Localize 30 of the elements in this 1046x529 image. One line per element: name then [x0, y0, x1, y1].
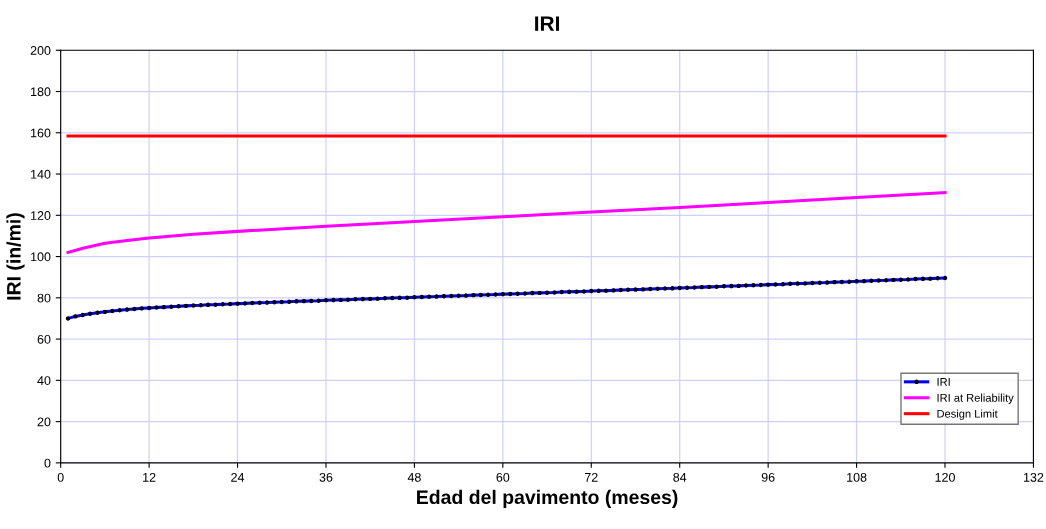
x-tick-label: 60 [496, 472, 510, 482]
y-tick-label: 120 [31, 211, 51, 220]
legend-label: IRI [937, 378, 950, 386]
x-tick-label: 36 [319, 472, 333, 482]
x-tick-label: 72 [584, 472, 598, 482]
x-tick-label: 120 [935, 472, 955, 482]
x-axis-title: Edad del pavimento (meses) [417, 489, 678, 508]
x-tick-label: 132 [1023, 472, 1044, 482]
chart-title: IRI [535, 16, 559, 31]
y-tick-label: 40 [37, 376, 51, 385]
y-tick-label: 100 [31, 252, 51, 262]
x-tick-label: 0 [57, 472, 64, 482]
legend-label: Design Limit [937, 409, 998, 420]
x-tick-label: 96 [761, 472, 775, 482]
line-series [66, 191, 947, 254]
y-tick-label: 180 [31, 87, 51, 97]
y-tick-label: 140 [31, 169, 51, 179]
x-tick-label: 48 [407, 472, 421, 482]
y-tick-label: 200 [30, 46, 51, 55]
y-tick-label: 20 [37, 417, 51, 427]
y-tick-label: 80 [37, 293, 51, 303]
x-tick-label: 108 [847, 472, 867, 482]
legend-label: IRI at Reliability [937, 393, 1014, 404]
y-tick-label: 0 [44, 458, 51, 468]
x-tick-label: 12 [143, 472, 156, 482]
y-tick-label: 60 [37, 334, 51, 344]
x-tick-label: 24 [231, 472, 245, 482]
x-tick-label: 84 [673, 472, 687, 482]
y-axis-title: IRI (in/mi) [6, 213, 25, 300]
y-tick-label: 160 [31, 128, 51, 138]
